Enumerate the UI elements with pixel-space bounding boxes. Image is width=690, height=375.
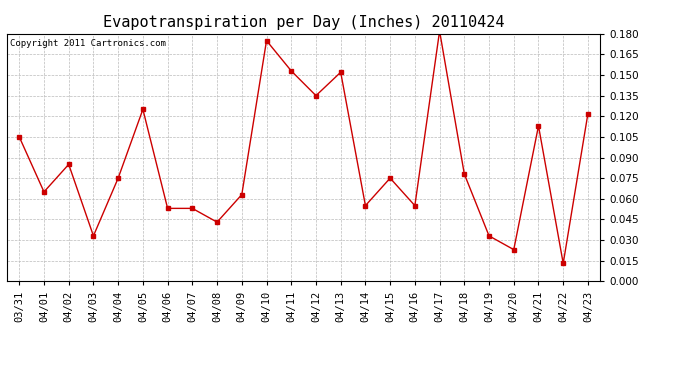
Text: Copyright 2011 Cartronics.com: Copyright 2011 Cartronics.com xyxy=(10,39,166,48)
Title: Evapotranspiration per Day (Inches) 20110424: Evapotranspiration per Day (Inches) 2011… xyxy=(103,15,504,30)
